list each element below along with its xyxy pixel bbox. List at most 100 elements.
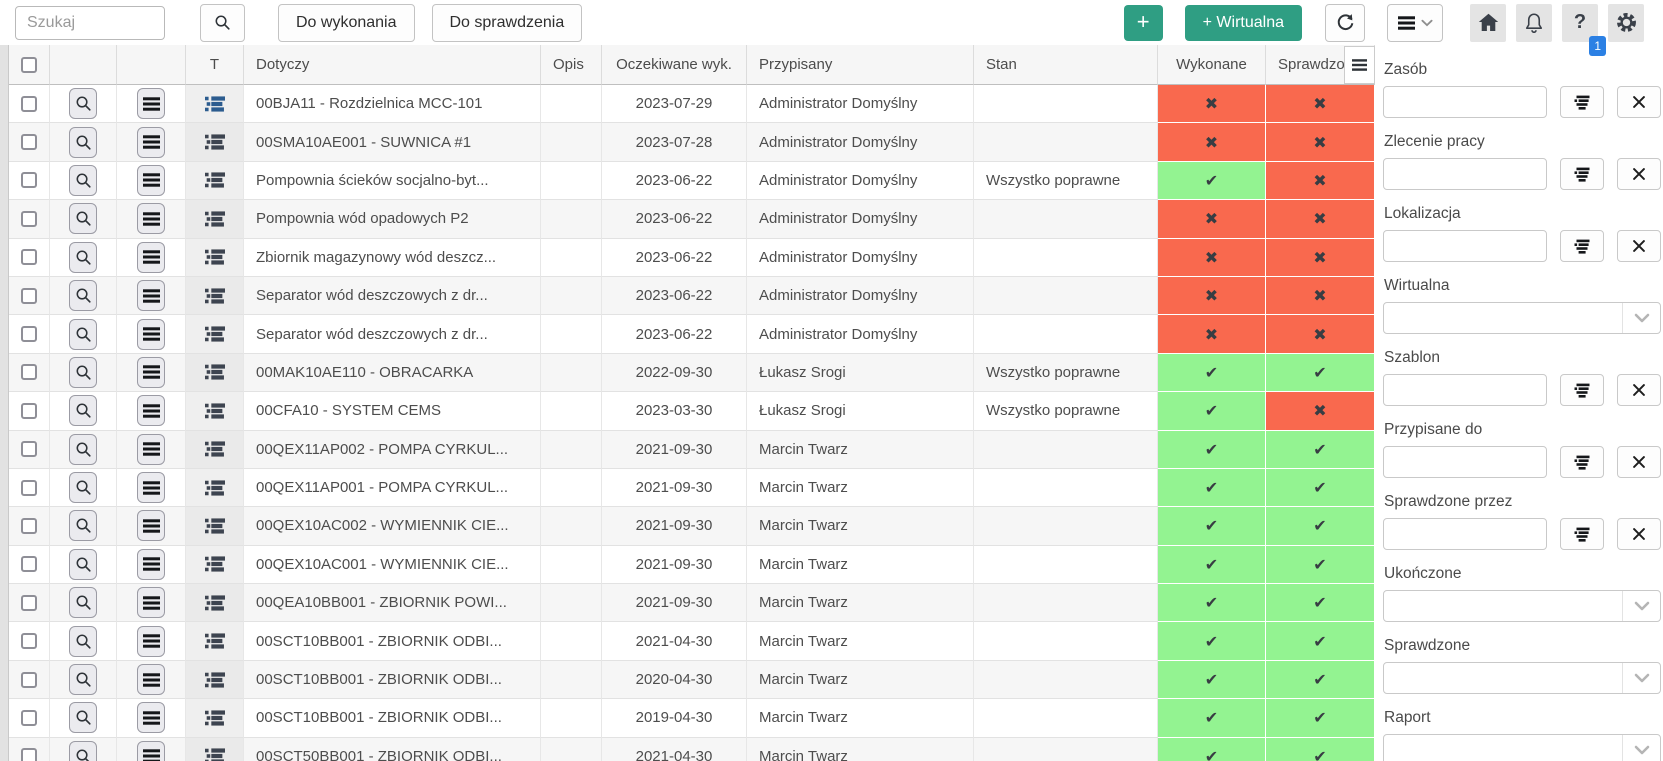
header-assigned[interactable]: Przypisany — [747, 45, 974, 85]
lookup-button-sprawdzone-przez[interactable] — [1560, 518, 1604, 550]
row-checkbox[interactable] — [21, 364, 37, 381]
table-row[interactable]: 00QEA10BB001 - ZBIORNIK POWI... 2021-09-3… — [9, 584, 1375, 623]
select-all-checkbox[interactable] — [21, 56, 37, 73]
row-checkbox[interactable] — [21, 671, 37, 688]
refresh-button[interactable] — [1325, 3, 1365, 42]
filter-input-sprawdzone-przez[interactable] — [1383, 518, 1547, 550]
row-preview-button[interactable] — [69, 625, 97, 657]
clear-button-zlecenie-pracy[interactable] — [1617, 158, 1661, 190]
search-input[interactable] — [15, 5, 165, 40]
row-checkbox[interactable] — [21, 748, 37, 761]
row-menu-button[interactable] — [137, 548, 165, 580]
row-menu-button[interactable] — [137, 395, 165, 427]
row-checkbox[interactable] — [21, 172, 37, 189]
help-button[interactable]: ? 1 — [1562, 3, 1606, 56]
row-menu-button[interactable] — [137, 510, 165, 542]
row-menu-button[interactable] — [137, 241, 165, 273]
filter-select-raport[interactable] — [1383, 734, 1661, 761]
filter-input-lokalizacja[interactable] — [1383, 230, 1547, 262]
settings-button[interactable] — [1608, 3, 1644, 42]
table-row[interactable]: 00QEX11AP001 - POMPA CYRKUL... 2021-09-30… — [9, 468, 1375, 508]
row-checkbox[interactable] — [21, 594, 37, 611]
search-button[interactable] — [200, 3, 245, 42]
row-checkbox[interactable] — [21, 517, 37, 534]
table-row[interactable]: 00QEX10AC001 - WYMIENNIK CIE... 2021-09-3… — [9, 545, 1375, 585]
table-row[interactable]: 00SCT50BB001 - ZBIORNIK ODBI... 2021-04-3… — [9, 737, 1375, 761]
header-opis[interactable]: Opis — [541, 45, 602, 85]
home-button[interactable] — [1470, 3, 1506, 42]
clear-button-zasob[interactable] — [1617, 86, 1661, 118]
row-checkbox[interactable] — [21, 633, 37, 650]
row-checkbox[interactable] — [21, 249, 37, 266]
header-type[interactable]: T — [186, 45, 244, 85]
row-preview-button[interactable] — [69, 203, 97, 235]
filter-select-sprawdzone[interactable] — [1383, 662, 1661, 694]
row-menu-button[interactable] — [137, 126, 165, 158]
menu-dropdown-button[interactable] — [1387, 3, 1443, 42]
header-done[interactable]: Wykonane — [1158, 45, 1266, 85]
table-row[interactable]: Separator wód deszczowych z dr... 2023-06… — [9, 315, 1375, 354]
row-preview-button[interactable] — [69, 548, 97, 580]
row-menu-button[interactable] — [137, 702, 165, 734]
clear-button-przypisane-do[interactable] — [1617, 446, 1661, 478]
table-row[interactable]: 00SMA10AE001 - SUWNICA #1 2023-07-28 Admin… — [9, 123, 1375, 162]
table-row[interactable]: Pompownia wód opadowych P2 2023-06-22 Admi… — [9, 200, 1375, 239]
row-preview-button[interactable] — [69, 356, 97, 388]
row-preview-button[interactable] — [69, 472, 97, 504]
row-preview-button[interactable] — [69, 702, 97, 734]
row-preview-button[interactable] — [69, 126, 97, 158]
row-preview-button[interactable] — [69, 280, 97, 312]
row-checkbox[interactable] — [21, 479, 37, 496]
row-preview-button[interactable] — [69, 433, 97, 465]
lookup-button-szablon[interactable] — [1560, 374, 1604, 406]
column-menu-button[interactable] — [1344, 46, 1375, 84]
clear-button-lokalizacja[interactable] — [1617, 230, 1661, 262]
filter-input-przypisane-do[interactable] — [1383, 446, 1547, 478]
row-checkbox[interactable] — [21, 134, 37, 151]
table-row[interactable]: 00QEX11AP002 - POMPA CYRKUL... 2021-09-30… — [9, 430, 1375, 469]
header-stan[interactable]: Stan — [974, 45, 1158, 85]
row-menu-button[interactable] — [137, 318, 165, 350]
row-preview-button[interactable] — [69, 241, 97, 273]
table-row[interactable]: 00QEX10AC002 - WYMIENNIK CIE... 2021-09-3… — [9, 507, 1375, 546]
row-menu-button[interactable] — [137, 587, 165, 619]
row-preview-button[interactable] — [69, 664, 97, 696]
row-preview-button[interactable] — [69, 740, 97, 761]
row-checkbox[interactable] — [21, 709, 37, 726]
row-checkbox[interactable] — [21, 210, 37, 227]
row-checkbox[interactable] — [21, 326, 37, 343]
row-checkbox[interactable] — [21, 556, 37, 573]
row-preview-button[interactable] — [69, 587, 97, 619]
filter-input-zasob[interactable] — [1383, 86, 1547, 118]
header-expected[interactable]: Oczekiwane wyk. — [602, 45, 747, 85]
table-row[interactable]: 00SCT10BB001 - ZBIORNIK ODBI... 2019-04-3… — [9, 699, 1375, 738]
row-checkbox[interactable] — [21, 441, 37, 458]
row-menu-button[interactable] — [137, 472, 165, 504]
filter-select-ukonczone[interactable] — [1383, 590, 1661, 622]
row-menu-button[interactable] — [137, 664, 165, 696]
row-preview-button[interactable] — [69, 88, 97, 120]
clear-button-sprawdzone-przez[interactable] — [1617, 518, 1661, 550]
row-menu-button[interactable] — [137, 203, 165, 235]
row-menu-button[interactable] — [137, 164, 165, 196]
row-menu-button[interactable] — [137, 625, 165, 657]
row-checkbox[interactable] — [21, 402, 37, 419]
row-menu-button[interactable] — [137, 88, 165, 120]
filter-input-zlecenie-pracy[interactable] — [1383, 158, 1547, 190]
filter-input-szablon[interactable] — [1383, 374, 1547, 406]
notifications-button[interactable] — [1516, 3, 1552, 42]
filter-select-wirtualna[interactable] — [1383, 302, 1661, 334]
lookup-button-zasob[interactable] — [1560, 86, 1604, 118]
row-menu-button[interactable] — [137, 356, 165, 388]
row-preview-button[interactable] — [69, 164, 97, 196]
lookup-button-przypisane-do[interactable] — [1560, 446, 1604, 478]
table-row[interactable]: 00MAK10AE110 - OBRACARKA 2022-09-30 Łukasz… — [9, 353, 1375, 393]
row-menu-button[interactable] — [137, 280, 165, 312]
table-row[interactable]: Pompownia ścieków socjalno-byt... 2023-06… — [9, 161, 1375, 201]
lookup-button-lokalizacja[interactable] — [1560, 230, 1604, 262]
row-checkbox[interactable] — [21, 95, 37, 112]
row-menu-button[interactable] — [137, 740, 165, 761]
table-row[interactable]: 00SCT10BB001 - ZBIORNIK ODBI... 2021-04-3… — [9, 622, 1375, 661]
clear-button-szablon[interactable] — [1617, 374, 1661, 406]
table-row[interactable]: 00CFA10 - SYSTEM CEMS 2023-03-30 Łukasz Sr… — [9, 392, 1375, 431]
